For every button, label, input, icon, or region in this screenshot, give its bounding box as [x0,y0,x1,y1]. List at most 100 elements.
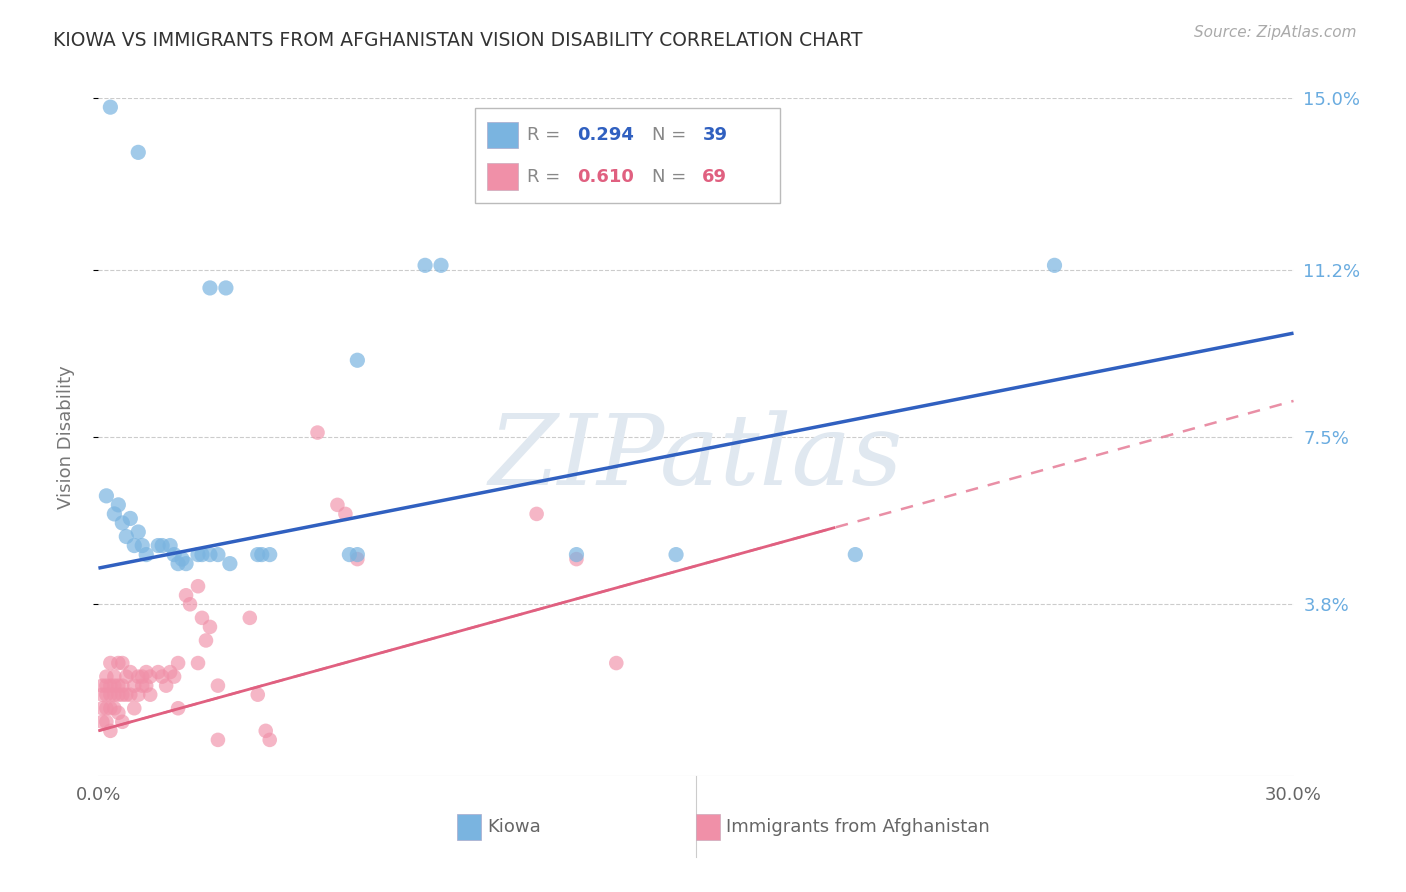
Point [148,665,170,679]
Point [150,539,173,553]
Point [135,679,157,693]
Point [215,281,238,295]
Point [187,548,209,562]
Text: N =: N = [652,168,692,186]
Point [115,688,138,702]
FancyBboxPatch shape [696,814,720,839]
Point [413,258,436,272]
Point [163,670,186,684]
Point [526,507,548,521]
Point [91,714,114,729]
Point [115,670,138,684]
Point [98,688,122,702]
Text: KIOWA VS IMMIGRANTS FROM AFGHANISTAN VISION DISABILITY CORRELATION CHART: KIOWA VS IMMIGRANTS FROM AFGHANISTAN VIS… [53,31,863,50]
Y-axis label: Vision Disability: Vision Disability [56,365,75,509]
Point [207,679,229,693]
Point [605,656,627,670]
Point [565,552,588,566]
Point [191,548,214,562]
Point [96,688,118,702]
Point [430,258,453,272]
FancyBboxPatch shape [475,108,780,203]
Point [844,548,866,562]
Point [124,701,146,715]
Point [335,507,357,521]
Point [98,679,122,693]
Point [167,656,190,670]
Point [250,548,273,562]
Point [135,665,157,679]
Point [179,597,201,611]
Point [346,548,368,562]
Point [96,670,118,684]
Point [167,701,190,715]
Point [259,548,281,562]
Point [307,425,329,440]
Point [103,688,125,702]
Point [96,714,118,729]
Text: 0.610: 0.610 [576,168,634,186]
Point [98,723,122,738]
Point [127,524,149,539]
Point [96,489,118,503]
Point [111,714,134,729]
Point [198,620,221,634]
Point [246,688,269,702]
Point [91,701,114,715]
Point [96,701,118,715]
Text: Immigrants from Afghanistan: Immigrants from Afghanistan [725,818,990,836]
Point [103,507,125,521]
Point [139,670,162,684]
Point [111,656,134,670]
Text: Kiowa: Kiowa [486,818,540,836]
Point [239,611,262,625]
Point [120,688,142,702]
Point [111,688,134,702]
Point [107,656,129,670]
Point [127,688,149,702]
Point [167,557,190,571]
Point [187,579,209,593]
Text: 69: 69 [703,168,727,186]
Point [565,548,588,562]
Text: N =: N = [652,126,692,144]
Point [346,353,368,368]
Point [326,498,349,512]
Point [150,670,173,684]
Point [107,679,129,693]
Text: R =: R = [527,126,565,144]
Point [124,679,146,693]
Point [159,665,181,679]
Point [339,548,361,562]
Point [1043,258,1066,272]
Point [127,670,149,684]
FancyBboxPatch shape [486,163,517,190]
Point [155,679,177,693]
Point [174,557,197,571]
Text: Source: ZipAtlas.com: Source: ZipAtlas.com [1194,25,1357,40]
Point [98,656,122,670]
Point [107,706,129,720]
Text: 0.294: 0.294 [576,126,634,144]
Point [139,688,162,702]
Point [98,701,122,715]
Point [96,679,118,693]
Point [107,688,129,702]
Point [103,670,125,684]
Point [246,548,269,562]
Point [131,679,153,693]
Point [111,679,134,693]
Point [187,656,209,670]
Point [148,539,170,553]
Point [159,539,181,553]
Point [163,548,186,562]
Point [665,548,688,562]
Point [131,670,153,684]
FancyBboxPatch shape [457,814,481,839]
Point [107,498,129,512]
Point [98,100,122,114]
Point [174,588,197,602]
Point [198,281,221,295]
Point [115,529,138,543]
Point [91,679,114,693]
